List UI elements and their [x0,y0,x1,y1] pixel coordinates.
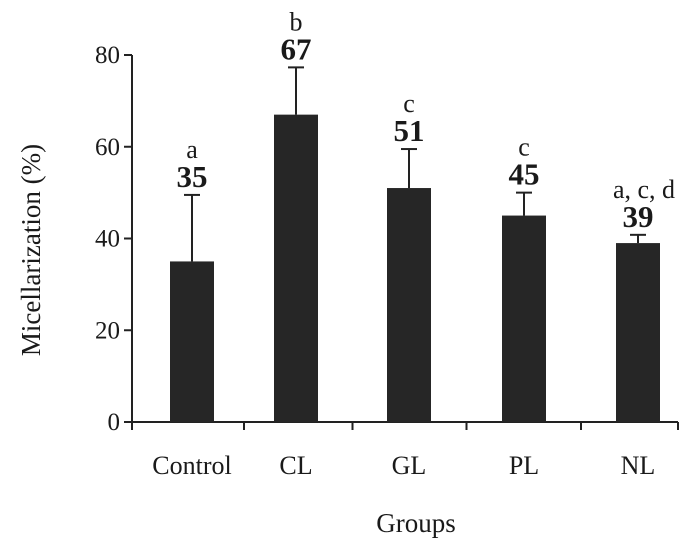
x-tick-label: CL [279,451,312,480]
bar [502,215,546,422]
data-label: 39 [623,199,654,234]
significance-label: c [518,133,530,162]
y-tick-label: 20 [95,317,120,344]
y-axis-title: Micellarization (%) [16,144,46,356]
axes: 0 20 40 60 80 Control CL GL PL NL Groups Micellariz… [16,42,679,538]
y-tick-label: 40 [95,226,120,253]
x-tick-label: PL [509,451,539,480]
significance-label: a, c, d [613,175,675,204]
x-tick-label: Control [152,451,231,480]
x-tick-label: NL [621,451,656,480]
y-tick-label: 0 [108,409,121,436]
significance-label: b [290,7,303,36]
data-label: 51 [394,113,425,148]
data-label: 35 [177,159,208,194]
y-tick-label: 80 [95,42,120,69]
significance-label: c [403,89,415,118]
x-tick-label: GL [392,451,427,480]
data-label: 67 [281,31,312,66]
bar [274,114,318,422]
x-axis-title: Groups [376,508,456,538]
bar [170,261,214,422]
bar [387,188,431,422]
y-tick-label: 60 [95,134,120,161]
data-label: 45 [509,157,540,192]
bar [616,243,660,422]
bars [170,66,660,422]
significance-label: a [186,135,198,164]
